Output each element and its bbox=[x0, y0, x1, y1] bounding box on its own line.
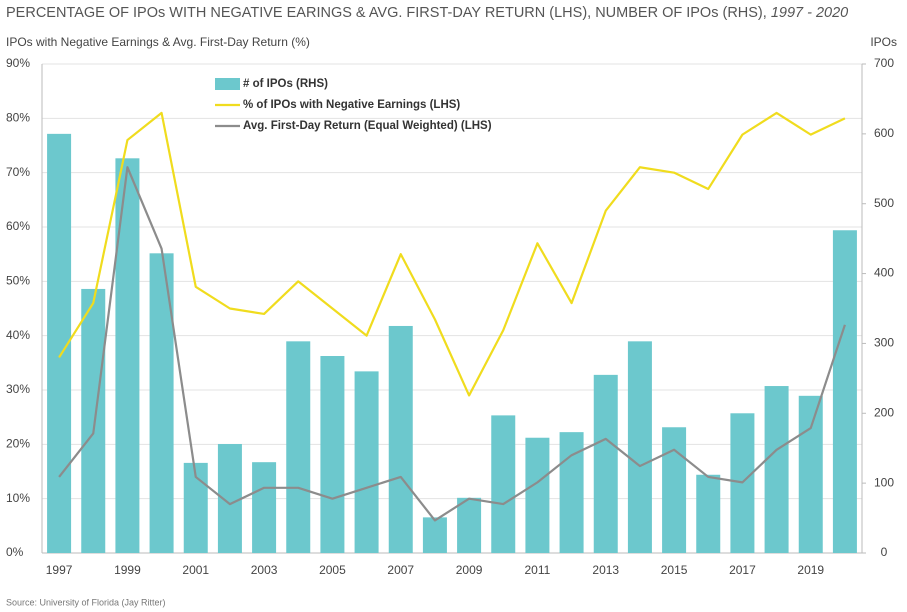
x-tick-label: 2009 bbox=[456, 563, 483, 577]
y-tick-label: 40% bbox=[6, 328, 30, 342]
legend-label: % of IPOs with Negative Earnings (LHS) bbox=[243, 99, 460, 111]
source: Source: University of Florida (Jay Ritte… bbox=[6, 597, 166, 607]
y-tick-label: 10% bbox=[6, 491, 30, 505]
x-tick-label: 2011 bbox=[525, 563, 551, 577]
bar bbox=[354, 371, 379, 553]
y-tick-label: 90% bbox=[6, 56, 30, 70]
y2-tick-label: 600 bbox=[874, 126, 894, 140]
bar bbox=[593, 374, 618, 553]
bar bbox=[388, 325, 413, 553]
bar bbox=[422, 517, 447, 553]
y2-tick-label: 500 bbox=[874, 196, 894, 210]
y2-tick-label: 100 bbox=[874, 475, 894, 489]
x-tick-label: 2019 bbox=[797, 563, 824, 577]
y-axis-label: IPOs with Negative Earnings & Avg. First… bbox=[6, 35, 310, 49]
x-tick-label: 2005 bbox=[319, 563, 346, 577]
bar bbox=[320, 356, 345, 553]
x-tick-label: 1999 bbox=[114, 563, 141, 577]
x-tick-label: 2001 bbox=[182, 563, 209, 577]
bar bbox=[832, 230, 857, 553]
y-tick-label: 70% bbox=[6, 165, 30, 179]
y2-tick-label: 400 bbox=[874, 266, 894, 280]
bar bbox=[457, 497, 482, 553]
x-tick-label: 2015 bbox=[661, 563, 688, 577]
y-tick-label: 50% bbox=[6, 274, 30, 288]
bar bbox=[491, 415, 516, 553]
y2-tick-label: 0 bbox=[881, 545, 888, 559]
bar bbox=[286, 341, 311, 553]
x-tick-label: 1997 bbox=[46, 563, 73, 577]
bar bbox=[525, 437, 550, 553]
y-tick-label: 30% bbox=[6, 382, 30, 396]
legend-label: # of IPOs (RHS) bbox=[243, 78, 328, 90]
y2-axis-label: IPOs bbox=[870, 35, 897, 49]
title-main: PERCENTAGE OF IPOs WITH NEGATIVE EARINGS… bbox=[6, 5, 771, 21]
y2-tick-label: 300 bbox=[874, 336, 894, 350]
y2-tick-label: 700 bbox=[874, 56, 894, 70]
x-tick-label: 2003 bbox=[251, 563, 278, 577]
line bbox=[58, 166, 846, 522]
bar bbox=[47, 133, 72, 553]
bar bbox=[252, 462, 277, 553]
y-tick-label: 20% bbox=[6, 437, 30, 451]
x-tick-label: 2013 bbox=[592, 563, 619, 577]
y-tick-label: 60% bbox=[6, 219, 30, 233]
title-period: 1997 - 2020 bbox=[771, 5, 848, 21]
bar bbox=[115, 158, 140, 554]
y-tick-label: 80% bbox=[6, 111, 30, 125]
bar bbox=[696, 474, 721, 553]
x-tick-label: 2007 bbox=[387, 563, 414, 577]
y2-tick-label: 200 bbox=[874, 405, 894, 419]
bar bbox=[798, 395, 823, 553]
bar bbox=[627, 341, 652, 553]
line bbox=[58, 111, 846, 397]
y-tick-label: 0% bbox=[6, 545, 24, 559]
bar bbox=[662, 427, 687, 553]
legend-label: Avg. First-Day Return (Equal Weighted) (… bbox=[243, 120, 492, 132]
legend-swatch bbox=[215, 78, 240, 90]
chart-title: PERCENTAGE OF IPOs WITH NEGATIVE EARINGS… bbox=[6, 5, 848, 21]
x-tick-label: 2017 bbox=[729, 563, 756, 577]
bar bbox=[764, 386, 789, 553]
bar bbox=[81, 288, 106, 553]
